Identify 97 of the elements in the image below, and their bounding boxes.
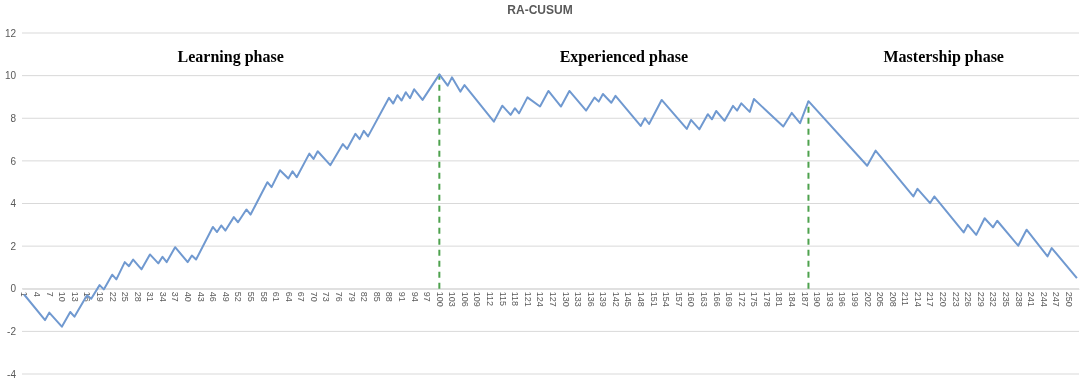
x-tick-label: 232 [988,291,999,307]
x-tick-label: 118 [510,291,521,307]
x-tick-label: 121 [522,291,533,307]
x-tick-label: 37 [170,291,181,302]
x-tick-label: 31 [145,291,156,302]
annotation: Mastership phase [883,48,1004,66]
x-tick-label: 43 [195,291,206,302]
x-tick-label: 163 [698,291,709,307]
x-tick-label: 199 [849,291,860,307]
x-tick-label: 220 [938,291,949,307]
x-tick-label: 169 [724,291,735,307]
x-tick-label: 49 [220,291,231,302]
x-tick-label: 178 [761,291,772,307]
x-tick-label: 181 [774,291,785,307]
x-tick-label: 94 [409,291,420,302]
y-tick-label: 8 [10,112,17,124]
x-tick-label: 130 [560,291,571,307]
x-tick-label: 1 [19,291,30,297]
x-tick-label: 127 [547,291,558,307]
x-tick-label: 64 [283,291,294,302]
x-tick-label: 223 [950,291,961,307]
x-tick-label: 58 [258,291,269,302]
x-tick-label: 148 [636,291,647,307]
x-tick-label: 100 [434,291,445,307]
x-tick-label: 175 [749,291,760,307]
x-tick-label: 142 [610,291,621,307]
x-tick-label: 226 [963,291,974,307]
x-tick-label: 28 [132,291,143,302]
x-tick-label: 46 [208,291,219,302]
x-tick-label: 109 [472,291,483,307]
x-tick-label: 67 [296,291,307,302]
x-tick-label: 202 [862,291,873,307]
x-tick-label: 82 [359,291,370,302]
x-tick-label: 88 [384,291,395,302]
y-tick-label: -4 [7,368,17,380]
x-tick-label: 244 [1038,291,1049,307]
x-tick-label: 61 [271,291,282,302]
y-tick-label: 6 [10,155,17,167]
x-tick-label: 97 [422,291,433,302]
x-tick-label: 187 [799,291,810,307]
x-tick-label: 193 [824,291,835,307]
x-tick-label: 241 [1026,291,1037,307]
x-tick-label: 196 [837,291,848,307]
x-tick-label: 166 [711,291,722,307]
x-tick-label: 85 [371,291,382,302]
x-tick-label: 124 [535,291,546,307]
x-tick-label: 184 [787,291,798,307]
x-tick-label: 25 [120,291,131,302]
x-tick-label: 211 [900,291,911,307]
x-tick-label: 133 [573,291,584,307]
x-tick-label: 172 [736,291,747,307]
x-tick-label: 205 [875,291,886,307]
x-tick-label: 136 [585,291,596,307]
x-tick-label: 151 [648,291,659,307]
x-tick-label: 4 [32,291,43,297]
x-tick-label: 238 [1013,291,1024,307]
line-series [23,73,1078,328]
x-tick-label: 190 [812,291,823,307]
x-tick-label: 106 [459,291,470,307]
x-tick-label: 13 [69,291,80,302]
x-tick-label: 112 [485,291,496,307]
y-tick-label: 4 [10,198,17,210]
x-tick-label: 145 [623,291,634,307]
x-tick-label: 40 [183,291,194,302]
x-tick-label: 217 [925,291,936,307]
x-tick-label: 160 [686,291,697,307]
x-tick-label: 154 [661,291,672,307]
x-tick-label: 139 [598,291,609,307]
x-tick-label: 22 [107,291,118,302]
y-tick-label: 2 [10,240,17,252]
x-tick-label: 115 [497,291,508,307]
chart-title: RA-CUSUM [507,3,573,17]
x-tick-label: 157 [673,291,684,307]
x-tick-label: 214 [912,291,923,307]
x-tick-label: 52 [233,291,244,302]
x-tick-label: 55 [245,291,256,302]
x-tick-label: 229 [975,291,986,307]
x-tick-label: 208 [887,291,898,307]
x-tick-label: 247 [1051,291,1062,307]
y-tick-label: 12 [4,27,17,39]
x-tick-label: 10 [57,291,68,302]
x-tick-label: 7 [44,291,55,297]
x-tick-label: 91 [396,291,407,302]
x-tick-label: 235 [1000,291,1011,307]
annotation: Learning phase [177,48,284,66]
x-tick-label: 73 [321,291,332,302]
x-tick-label: 103 [447,291,458,307]
x-tick-label: 34 [157,291,168,302]
y-tick-label: 0 [10,283,17,295]
x-tick-label: 250 [1063,291,1074,307]
annotation: Experienced phase [559,48,689,66]
x-tick-label: 70 [308,291,319,302]
y-tick-label: -2 [7,326,17,338]
x-tick-label: 19 [94,291,105,302]
x-tick-label: 79 [346,291,357,302]
y-tick-label: 10 [4,70,17,82]
x-tick-label: 76 [334,291,345,302]
